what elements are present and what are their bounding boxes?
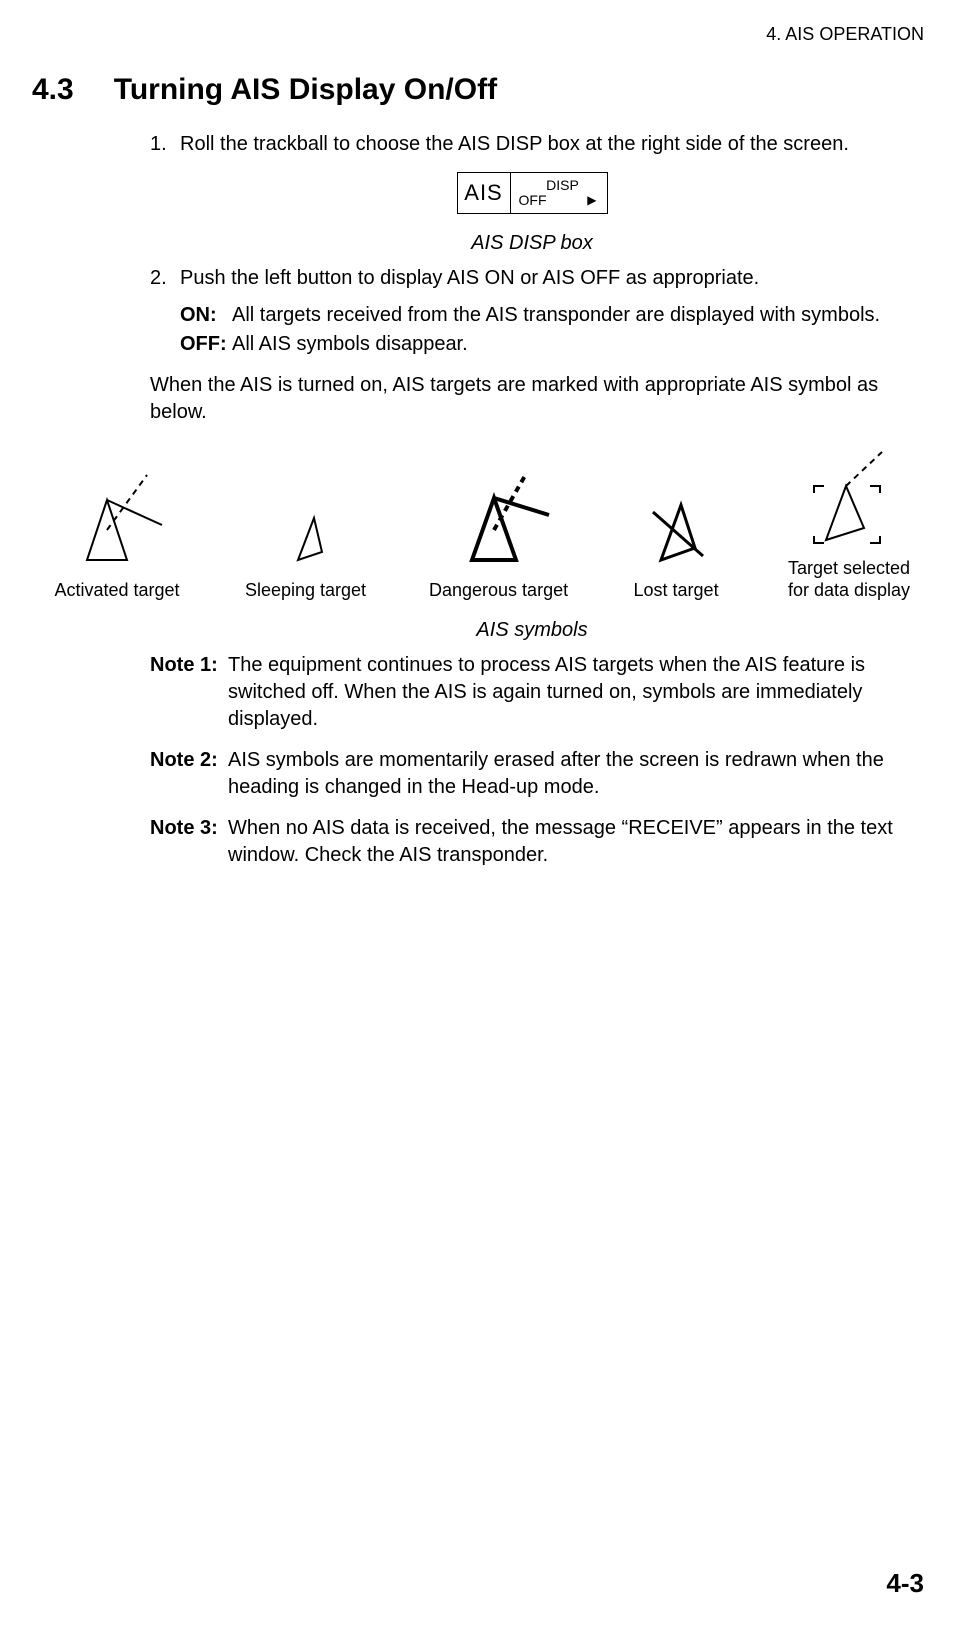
- page: 4. AIS OPERATION 4.3 Turning AIS Display…: [0, 0, 972, 1633]
- ais-disp-box-state: DISP OFF ▶: [511, 173, 607, 213]
- step-2: 2. Push the left button to display AIS O…: [150, 265, 914, 292]
- step-list: 1. Roll the trackball to choose the AIS …: [150, 131, 914, 158]
- sleeping-target-icon: [266, 470, 346, 570]
- ais-disp-line2: OFF: [519, 193, 547, 208]
- symbol-sleeping-target: Sleeping target: [245, 470, 366, 602]
- note-2-text: AIS symbols are momentarily erased after…: [228, 747, 914, 801]
- chapter-header: 4. AIS OPERATION: [32, 24, 924, 45]
- symbols-section: Activated target Sleeping target Dangero…: [52, 448, 914, 601]
- note-1-text: The equipment continues to process AIS t…: [228, 652, 914, 733]
- on-row: ON: All targets received from the AIS tr…: [180, 302, 914, 329]
- page-number: 4-3: [886, 1568, 924, 1599]
- section-title: Turning AIS Display On/Off: [114, 73, 497, 107]
- paragraph-after-onoff: When the AIS is turned on, AIS targets a…: [150, 372, 914, 426]
- note-3: Note 3: When no AIS data is received, th…: [150, 815, 914, 869]
- on-text: All targets received from the AIS transp…: [232, 302, 880, 329]
- body-lower: AIS symbols Note 1: The equipment contin…: [150, 619, 914, 869]
- symbol-lost-label: Lost target: [631, 580, 721, 602]
- body: 1. Roll the trackball to choose the AIS …: [150, 131, 914, 426]
- lost-target-icon: [631, 470, 721, 570]
- section-heading: 4.3 Turning AIS Display On/Off: [32, 73, 924, 107]
- note-3-text: When no AIS data is received, the messag…: [228, 815, 914, 869]
- on-off-definitions: ON: All targets received from the AIS tr…: [180, 302, 914, 358]
- symbol-selected-target: Target selected for data display: [784, 448, 914, 601]
- ais-disp-line1: DISP: [519, 178, 607, 193]
- ais-disp-box: AIS DISP OFF ▶: [457, 172, 608, 214]
- note-3-label: Note 3:: [150, 815, 228, 869]
- section-number: 4.3: [32, 73, 74, 107]
- symbol-selected-label-2: for data display: [784, 580, 914, 602]
- ais-disp-box-figure: AIS DISP OFF ▶: [150, 172, 914, 214]
- off-row: OFF: All AIS symbols disappear.: [180, 331, 914, 358]
- figure-caption-disp-box: AIS DISP box: [150, 232, 914, 255]
- step-list-2: 2. Push the left button to display AIS O…: [150, 265, 914, 292]
- symbol-activated-target: Activated target: [52, 470, 182, 602]
- symbol-lost-target: Lost target: [631, 470, 721, 602]
- note-2: Note 2: AIS symbols are momentarily eras…: [150, 747, 914, 801]
- activated-target-icon: [52, 470, 182, 570]
- off-text: All AIS symbols disappear.: [232, 331, 468, 358]
- selected-target-icon: [784, 448, 914, 548]
- figure-caption-symbols: AIS symbols: [150, 619, 914, 642]
- note-1: Note 1: The equipment continues to proce…: [150, 652, 914, 733]
- note-1-label: Note 1:: [150, 652, 228, 733]
- step-1-marker: 1.: [150, 131, 180, 158]
- step-1: 1. Roll the trackball to choose the AIS …: [150, 131, 914, 158]
- dangerous-target-icon: [434, 470, 564, 570]
- triangle-right-icon: ▶: [587, 194, 596, 207]
- symbol-dangerous-label: Dangerous target: [429, 580, 568, 602]
- ais-symbols-row: Activated target Sleeping target Dangero…: [52, 448, 914, 601]
- symbol-activated-label: Activated target: [52, 580, 182, 602]
- ais-disp-box-ais-label: AIS: [458, 173, 511, 213]
- step-1-text: Roll the trackball to choose the AIS DIS…: [180, 131, 849, 158]
- off-label: OFF:: [180, 331, 232, 358]
- symbol-sleeping-label: Sleeping target: [245, 580, 366, 602]
- step-2-marker: 2.: [150, 265, 180, 292]
- symbol-dangerous-target: Dangerous target: [429, 470, 568, 602]
- on-label: ON:: [180, 302, 232, 329]
- symbol-selected-label-1: Target selected: [784, 558, 914, 580]
- step-2-text: Push the left button to display AIS ON o…: [180, 265, 759, 292]
- note-2-label: Note 2:: [150, 747, 228, 801]
- notes: Note 1: The equipment continues to proce…: [150, 652, 914, 869]
